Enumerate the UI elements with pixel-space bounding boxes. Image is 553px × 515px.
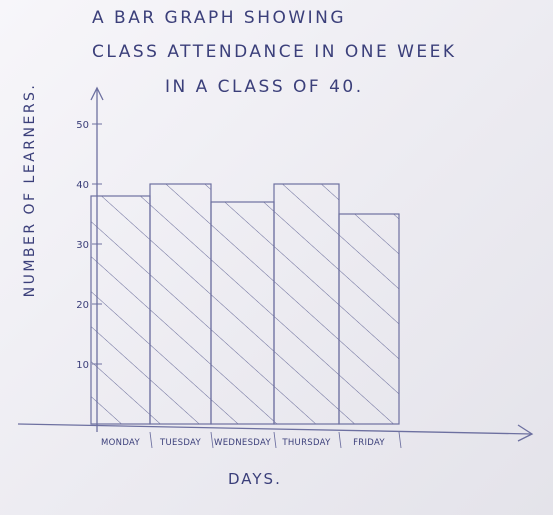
bar-thursday <box>273 183 340 425</box>
y-tick-label-10: 10 <box>76 360 89 371</box>
y-tick-label-20: 20 <box>76 300 89 311</box>
x-tick-label-wednesday: WEDNESDAY <box>214 438 271 448</box>
y-tick-label-50: 50 <box>76 120 89 131</box>
y-tick-label-30: 30 <box>76 240 89 251</box>
chart-title-line-2: CLASS ATTENDANCE IN ONE WEEK <box>92 42 457 62</box>
bar-wednesday <box>210 201 275 425</box>
x-tick-divider-1 <box>149 431 153 449</box>
chart-title-line-1: A BAR GRAPH SHOWING <box>92 8 347 28</box>
bar-monday <box>90 195 151 425</box>
bar-tuesday <box>149 183 212 425</box>
y-tick-label-40: 40 <box>76 180 89 191</box>
x-tick-label-thursday: THURSDAY <box>281 438 331 448</box>
x-tick-label-tuesday: TUESDAY <box>159 438 202 448</box>
x-tick-divider-3 <box>273 431 277 449</box>
x-axis-label: DAYS. <box>228 470 282 488</box>
x-axis-line <box>17 423 533 435</box>
y-axis-arrow <box>90 86 104 101</box>
bar-friday <box>338 213 400 425</box>
chart-title-line-3: IN A CLASS OF 40. <box>165 77 364 97</box>
x-tick-label-friday: FRIDAY <box>353 438 385 448</box>
x-tick-divider-2 <box>210 431 214 449</box>
x-tick-divider-4 <box>338 431 342 449</box>
x-tick-divider-5 <box>398 431 402 449</box>
x-tick-label-monday: MONDAY <box>101 438 140 448</box>
x-axis-arrow <box>517 424 534 442</box>
